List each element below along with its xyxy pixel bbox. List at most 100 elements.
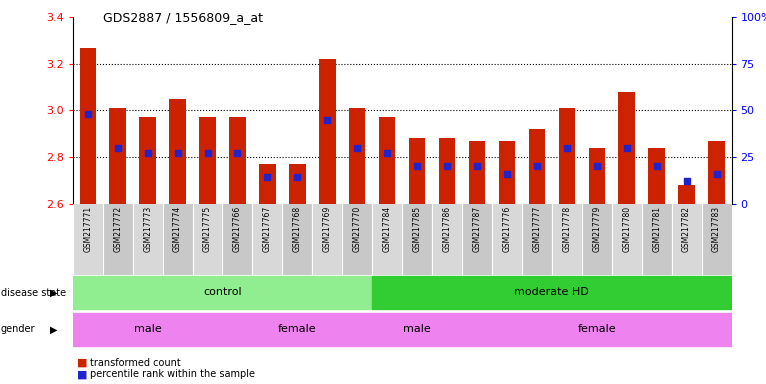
Text: GSM217777: GSM217777 xyxy=(532,206,542,252)
Bar xyxy=(409,138,425,204)
Bar xyxy=(462,313,732,346)
Point xyxy=(680,178,692,184)
Point xyxy=(561,145,573,151)
Bar xyxy=(582,204,612,275)
Text: moderate HD: moderate HD xyxy=(515,287,589,297)
Bar xyxy=(133,204,162,275)
Point xyxy=(201,150,214,156)
Point xyxy=(471,163,483,169)
Bar xyxy=(73,313,222,346)
Point xyxy=(112,145,124,151)
Text: GSM217776: GSM217776 xyxy=(502,206,512,252)
Text: GSM217783: GSM217783 xyxy=(712,206,721,252)
Bar xyxy=(529,129,545,204)
Text: GSM217784: GSM217784 xyxy=(383,206,391,252)
Bar xyxy=(342,204,372,275)
Bar xyxy=(618,92,635,204)
Text: GDS2887 / 1556809_a_at: GDS2887 / 1556809_a_at xyxy=(103,12,264,25)
Text: disease state: disease state xyxy=(1,288,66,298)
Bar xyxy=(73,276,372,309)
Bar xyxy=(259,164,276,204)
Bar xyxy=(372,204,402,275)
Text: GSM217782: GSM217782 xyxy=(682,206,691,252)
Text: GSM217775: GSM217775 xyxy=(203,206,212,252)
Bar xyxy=(469,141,485,204)
Bar xyxy=(679,185,695,204)
Bar xyxy=(402,204,432,275)
Bar xyxy=(169,99,186,204)
Text: percentile rank within the sample: percentile rank within the sample xyxy=(90,369,255,379)
Bar xyxy=(73,204,103,275)
Point xyxy=(261,174,273,180)
Point xyxy=(710,170,722,177)
Bar xyxy=(462,204,492,275)
Point xyxy=(411,163,424,169)
Point xyxy=(321,117,333,123)
Text: gender: gender xyxy=(1,324,35,334)
Text: female: female xyxy=(578,324,616,334)
Text: GSM217770: GSM217770 xyxy=(352,206,362,252)
Point xyxy=(351,145,363,151)
Point xyxy=(531,163,543,169)
Text: ■: ■ xyxy=(77,358,87,368)
Text: female: female xyxy=(278,324,316,334)
Point xyxy=(591,163,603,169)
Point xyxy=(381,150,393,156)
Text: male: male xyxy=(403,324,431,334)
Bar xyxy=(499,141,516,204)
Bar xyxy=(588,148,605,204)
Bar xyxy=(283,204,313,275)
Bar xyxy=(372,313,462,346)
Bar xyxy=(349,108,365,204)
Bar xyxy=(162,204,192,275)
Bar xyxy=(432,204,462,275)
Text: GSM217769: GSM217769 xyxy=(322,206,332,252)
Point xyxy=(620,145,633,151)
Bar xyxy=(229,118,246,204)
Text: GSM217779: GSM217779 xyxy=(592,206,601,252)
Text: ■: ■ xyxy=(77,369,87,379)
Bar xyxy=(612,204,642,275)
Bar xyxy=(672,204,702,275)
Bar xyxy=(222,313,372,346)
Bar xyxy=(642,204,672,275)
Point xyxy=(501,170,513,177)
Text: GSM217768: GSM217768 xyxy=(293,206,302,252)
Text: GSM217786: GSM217786 xyxy=(443,206,452,252)
Bar xyxy=(558,108,575,204)
Text: GSM217778: GSM217778 xyxy=(562,206,571,252)
Text: GSM217774: GSM217774 xyxy=(173,206,182,252)
Point xyxy=(82,111,94,117)
Bar xyxy=(702,204,732,275)
Bar xyxy=(222,204,253,275)
Text: ▶: ▶ xyxy=(50,288,57,298)
Text: control: control xyxy=(203,287,242,297)
Bar xyxy=(139,118,155,204)
Bar xyxy=(192,204,222,275)
Bar xyxy=(649,148,665,204)
Bar xyxy=(199,118,216,204)
Bar xyxy=(313,204,342,275)
Bar xyxy=(372,276,732,309)
Bar xyxy=(80,48,96,204)
Text: GSM217785: GSM217785 xyxy=(413,206,421,252)
Text: GSM217771: GSM217771 xyxy=(83,206,92,252)
Text: GSM217767: GSM217767 xyxy=(263,206,272,252)
Bar xyxy=(522,204,552,275)
Point xyxy=(291,174,303,180)
Point xyxy=(650,163,663,169)
Text: GSM217772: GSM217772 xyxy=(113,206,123,252)
Bar xyxy=(319,59,336,204)
Bar xyxy=(552,204,582,275)
Bar xyxy=(289,164,306,204)
Bar xyxy=(379,118,395,204)
Bar xyxy=(103,204,133,275)
Point xyxy=(441,163,453,169)
Text: GSM217773: GSM217773 xyxy=(143,206,152,252)
Text: ▶: ▶ xyxy=(50,324,57,334)
Bar xyxy=(110,108,126,204)
Point xyxy=(172,150,184,156)
Text: GSM217780: GSM217780 xyxy=(622,206,631,252)
Bar xyxy=(492,204,522,275)
Text: transformed count: transformed count xyxy=(90,358,181,368)
